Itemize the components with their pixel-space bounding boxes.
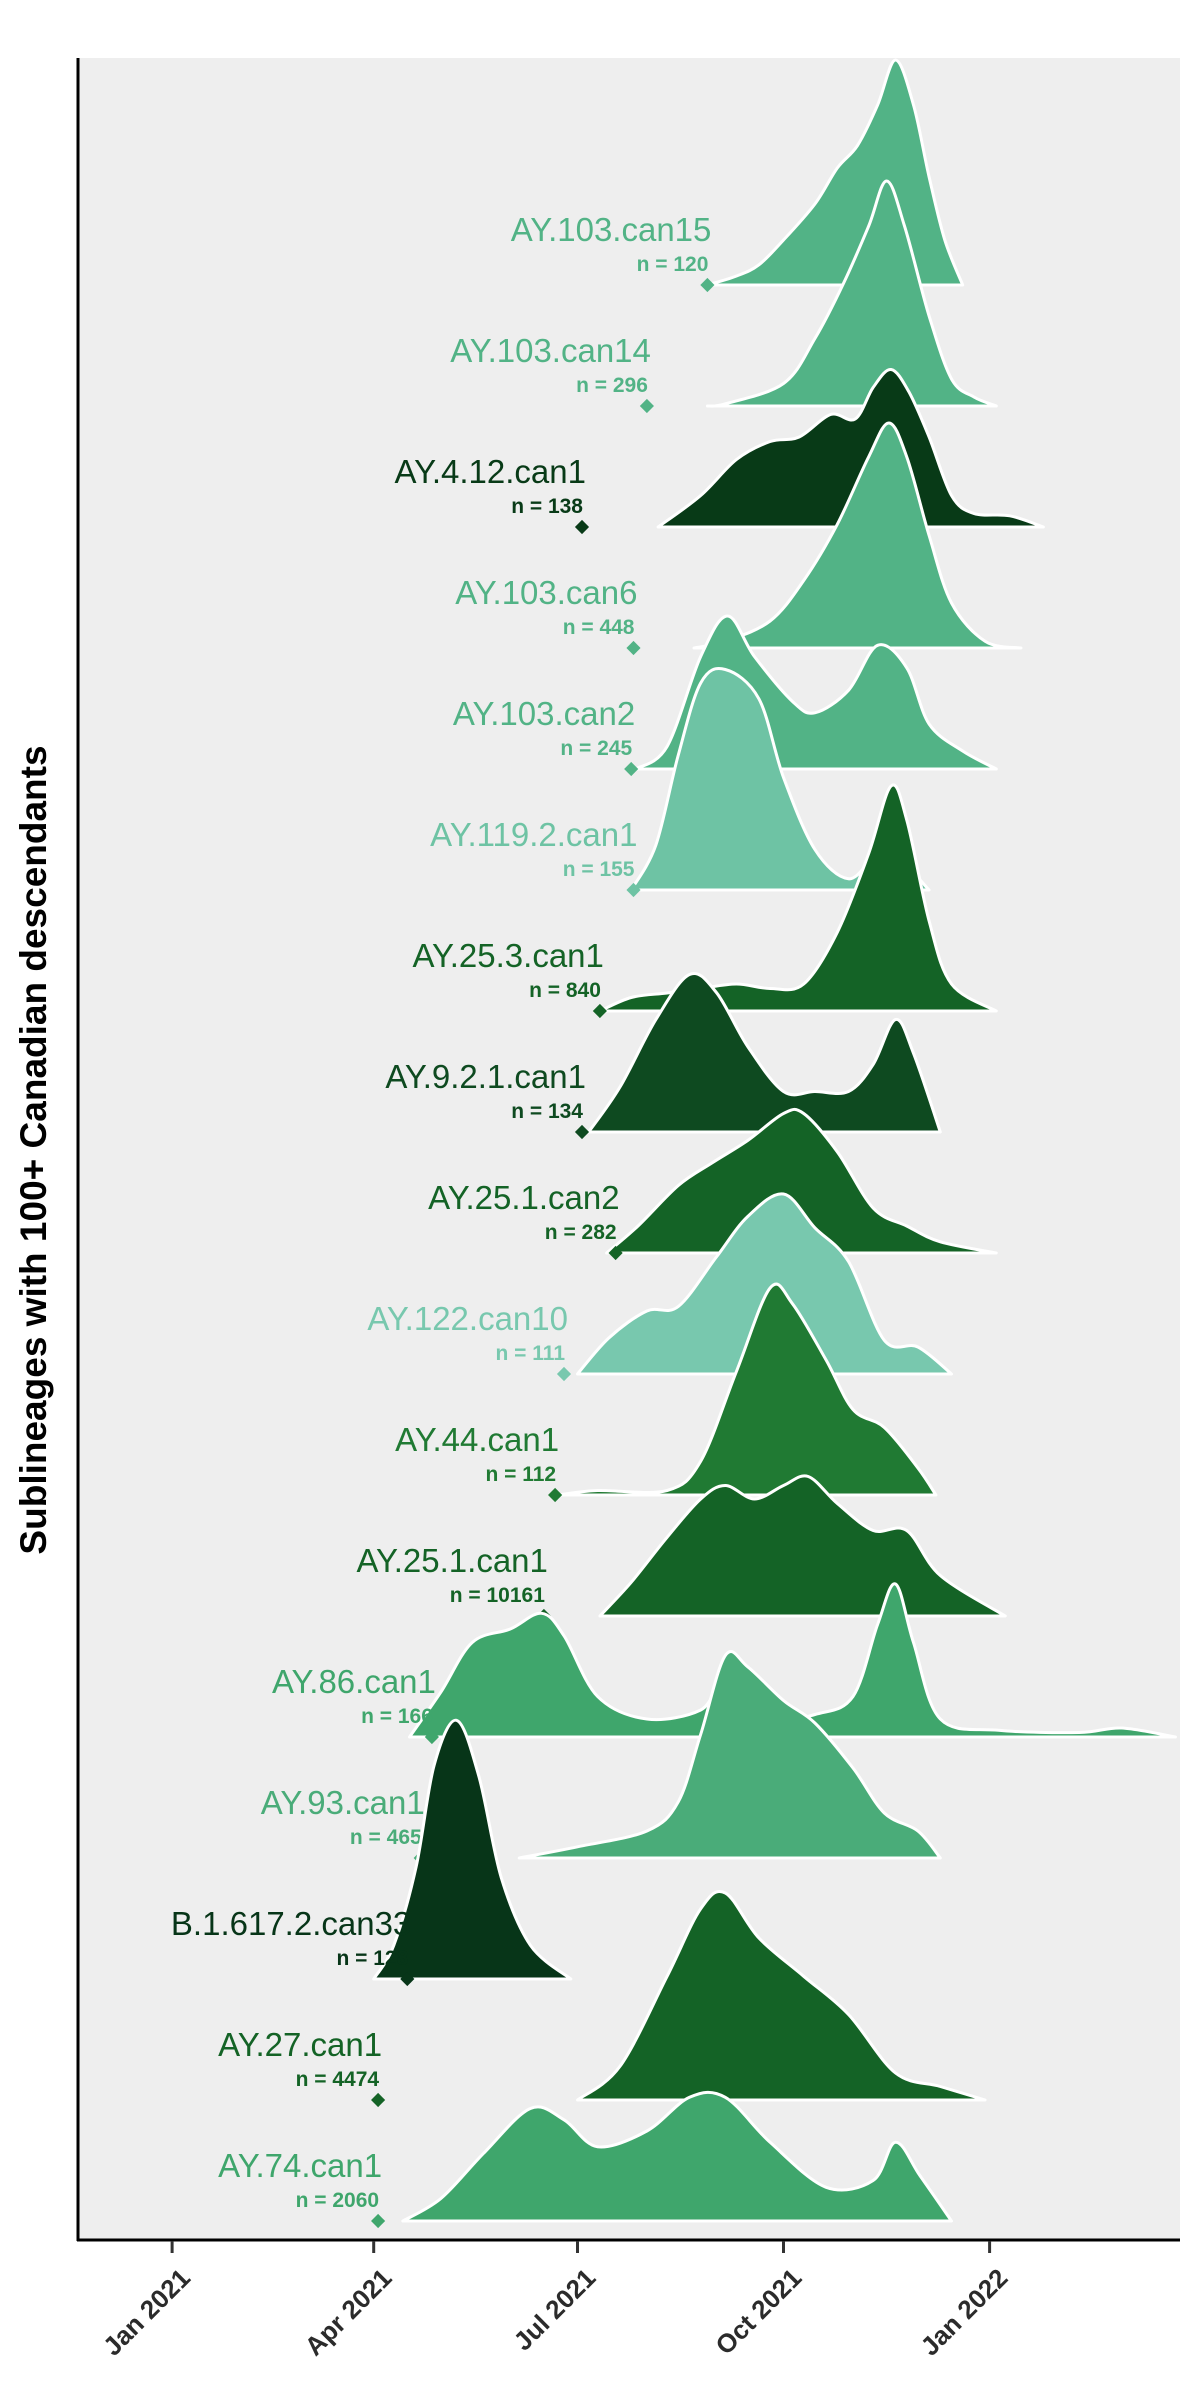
emergence-marker [574,519,590,535]
lineage-label: AY.74.can1 [218,2147,382,2184]
ridge-group: AY.122.can10 n = 111 [367,1192,953,1382]
emergence-marker [700,277,715,293]
lineage-label: AY.27.can1 [218,2026,382,2063]
ridge-group: AY.9.2.1.can1 n = 134 [385,971,942,1140]
ridge-group: AY.86.can1 n = 166 [272,1582,1177,1745]
lineage-label: AY.9.2.1.can1 [385,1058,586,1095]
emergence-marker [592,1003,607,1019]
count-label: n = 134 [511,1100,583,1123]
density-ridge [517,1650,942,1860]
ridge-group: AY.25.1.can1 n = 10161 [356,1474,1007,1624]
lineage-label: AY.4.12.can1 [395,453,586,490]
ridge-group: AY.93.can1 n = 465 [261,1650,942,1866]
count-label: n = 282 [545,1221,617,1244]
ridge-group: B.1.617.2.can33 n = 128 [171,1718,573,1987]
emergence-marker [574,1124,590,1140]
lineage-label: AY.44.can1 [395,1421,559,1458]
ridge-group: AY.103.can6 n = 448 [455,421,1023,656]
density-ridge [705,179,998,408]
emergence-marker [556,1366,572,1382]
density-ridge [587,971,942,1134]
emergence-marker [424,1729,439,1745]
emergence-marker [626,882,641,898]
lineage-label: AY.103.can15 [511,211,712,248]
emergence-marker [548,1487,563,1503]
lineage-label: B.1.617.2.can33 [171,1905,411,1942]
density-ridge [605,1107,998,1255]
count-label: n = 155 [563,858,635,881]
emergence-marker [400,1971,415,1987]
density-ridge [692,421,1023,650]
count-label: n = 111 [496,1342,566,1365]
density-ridge [401,2090,953,2223]
count-label: n = 4474 [296,2068,380,2091]
ridge-group: AY.103.can14 n = 296 [450,179,998,414]
count-label: n = 112 [485,1463,556,1486]
emergence-marker [626,640,641,656]
count-label: n = 245 [560,737,632,760]
count-label: n = 166 [361,1705,433,1728]
emergence-marker [639,398,654,414]
ridge-group: AY.4.12.can1 n = 138 [395,368,1045,535]
lineage-label: AY.103.can14 [450,332,651,369]
density-ridge [576,1889,987,2102]
density-ridge [656,368,1045,529]
lineage-label: AY.122.can10 [367,1300,568,1337]
density-ridge [598,1474,1007,1618]
count-label: n = 2060 [296,2189,379,2212]
density-ridge [555,1282,938,1497]
lineage-label: AY.86.can1 [272,1663,436,1700]
emergence-marker [608,1245,623,1261]
count-label: n = 10161 [450,1584,545,1607]
count-label: n = 128 [336,1947,408,1970]
count-label: n = 840 [529,979,601,1002]
plot-panel [78,58,1180,2240]
count-label: n = 448 [563,616,635,639]
lineage-label: AY.93.can1 [261,1784,425,1821]
count-label: n = 296 [576,374,648,397]
lineage-label: AY.103.can2 [453,695,635,732]
y-axis-title: Sublineages with 100+ Canadian descendan… [13,745,54,1554]
ridge-group: AY.74.can1 n = 2060 [218,2090,953,2229]
ridge-group: AY.44.can1 n = 112 [395,1282,938,1503]
lineage-label: AY.25.1.can1 [356,1542,547,1579]
ridge-group: AY.119.2.can1 n = 155 [430,667,931,898]
lineage-label: AY.25.3.can1 [412,937,603,974]
density-ridge [576,1192,953,1376]
lineage-label: AY.103.can6 [455,574,637,611]
count-label: n = 465 [350,1826,422,1849]
lineage-label: AY.25.1.can2 [428,1179,619,1216]
ridge-group: AY.25.1.can2 n = 282 [428,1107,998,1261]
lineage-label: AY.119.2.can1 [430,816,637,853]
emergence-marker [624,761,639,777]
density-ridge [372,1718,573,1981]
ridge-group: AY.27.can1 n = 4474 [218,1889,987,2108]
count-label: n = 138 [511,495,583,518]
count-label: n = 120 [637,253,709,276]
